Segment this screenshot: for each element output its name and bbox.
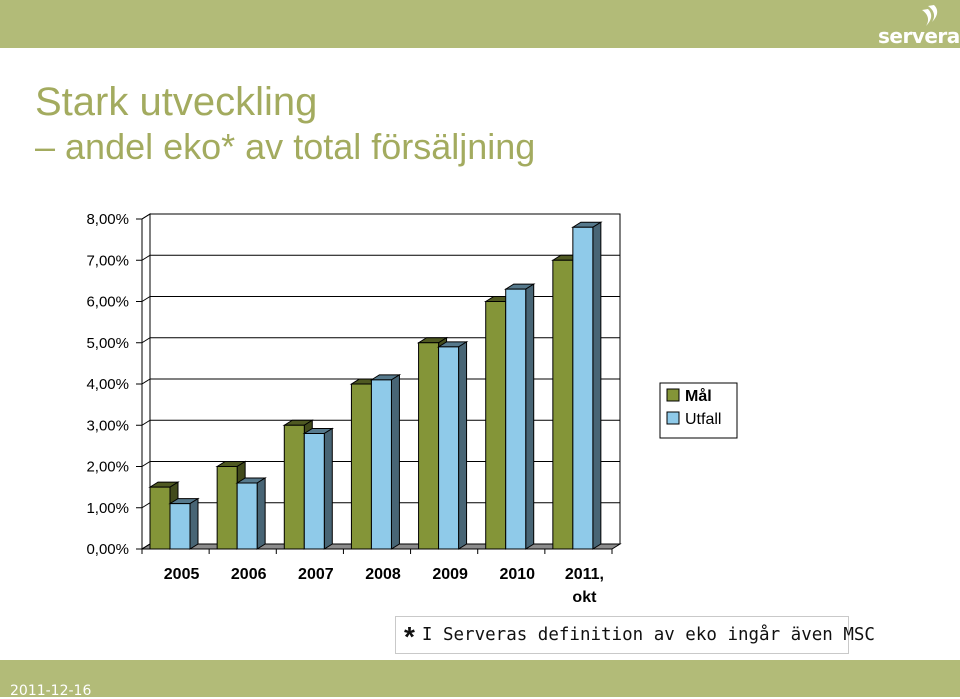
logo-swoosh-icon: [922, 5, 938, 26]
footnote-box: * I Serveras definition av eko ingår äve…: [395, 616, 875, 654]
gridline-side: [141, 337, 151, 344]
bar-mal: [485, 301, 507, 550]
bar-mal: [350, 383, 372, 550]
bar-utfall: [438, 346, 460, 550]
servera-logo: servera: [876, 4, 960, 48]
logo-text: servera: [878, 24, 960, 48]
footnote-star: *: [404, 621, 415, 652]
bar-utfall: [572, 226, 594, 550]
bar-side: [256, 477, 266, 550]
gridline-side: [141, 378, 151, 385]
slide-date: 2011-12-16: [10, 683, 92, 699]
y-tick-label: 4,00%: [86, 376, 129, 393]
bar-utfall: [169, 503, 191, 550]
bar-mal: [283, 424, 305, 550]
bar-side: [525, 283, 535, 550]
gridline-side: [141, 213, 151, 220]
bar-utfall: [303, 433, 325, 550]
y-tick-label: 1,00%: [86, 500, 129, 517]
y-tick-label: 2,00%: [86, 459, 129, 476]
y-tick-label: 8,00%: [86, 211, 129, 228]
y-tick-label: 0,00%: [86, 541, 129, 558]
gridline-side: [141, 419, 151, 426]
bar-utfall: [370, 379, 392, 550]
x-category-label: 2005: [164, 566, 200, 583]
legend-label-utfall: Utfall: [685, 411, 721, 428]
legend-swatch-utfall: [666, 411, 680, 425]
bar-side: [458, 340, 468, 550]
bar-utfall: [505, 288, 527, 550]
gridline-side: [141, 461, 151, 467]
gridline-side: [141, 502, 151, 509]
legend-swatch-mal: [666, 388, 680, 402]
footnote-text: I Serveras definition av eko ingår även …: [421, 625, 875, 645]
bar-mal: [552, 259, 574, 550]
y-tick-label: 5,00%: [86, 335, 129, 352]
x-category-label: 2010: [499, 566, 535, 583]
gridline-side: [141, 543, 151, 550]
x-category-label: okt: [572, 589, 597, 606]
y-tick-label: 3,00%: [86, 417, 129, 434]
bar-utfall: [236, 482, 258, 550]
y-tick-label: 6,00%: [86, 294, 129, 311]
bar-chart: 0,00% 1,00% 2,00% 3,00% 4,00% 5,00% 6,00% 7,00%…: [86, 211, 738, 606]
bar-mal: [216, 466, 238, 550]
footer-band: [0, 660, 960, 697]
y-tick-label: 7,00%: [86, 252, 129, 269]
bar-side: [189, 497, 199, 550]
gridline-side: [141, 254, 151, 261]
bar-mal: [149, 486, 171, 550]
x-category-label: 2008: [365, 566, 401, 583]
bar-side: [323, 427, 333, 550]
legend-label-mal: Mål: [685, 387, 712, 405]
header-band: [0, 0, 960, 48]
gridline-side: [141, 296, 151, 302]
bar-mal: [418, 342, 440, 550]
slide-subtitle: – andel eko* av total försäljning: [35, 126, 536, 167]
x-category-label: 2011,: [565, 566, 604, 583]
bar-side: [390, 373, 400, 550]
x-category-label: 2009: [432, 566, 468, 583]
x-category-label: 2006: [231, 566, 267, 583]
bar-side: [592, 221, 602, 550]
x-category-label: 2007: [298, 566, 334, 583]
slide-title: Stark utveckling: [35, 80, 318, 124]
